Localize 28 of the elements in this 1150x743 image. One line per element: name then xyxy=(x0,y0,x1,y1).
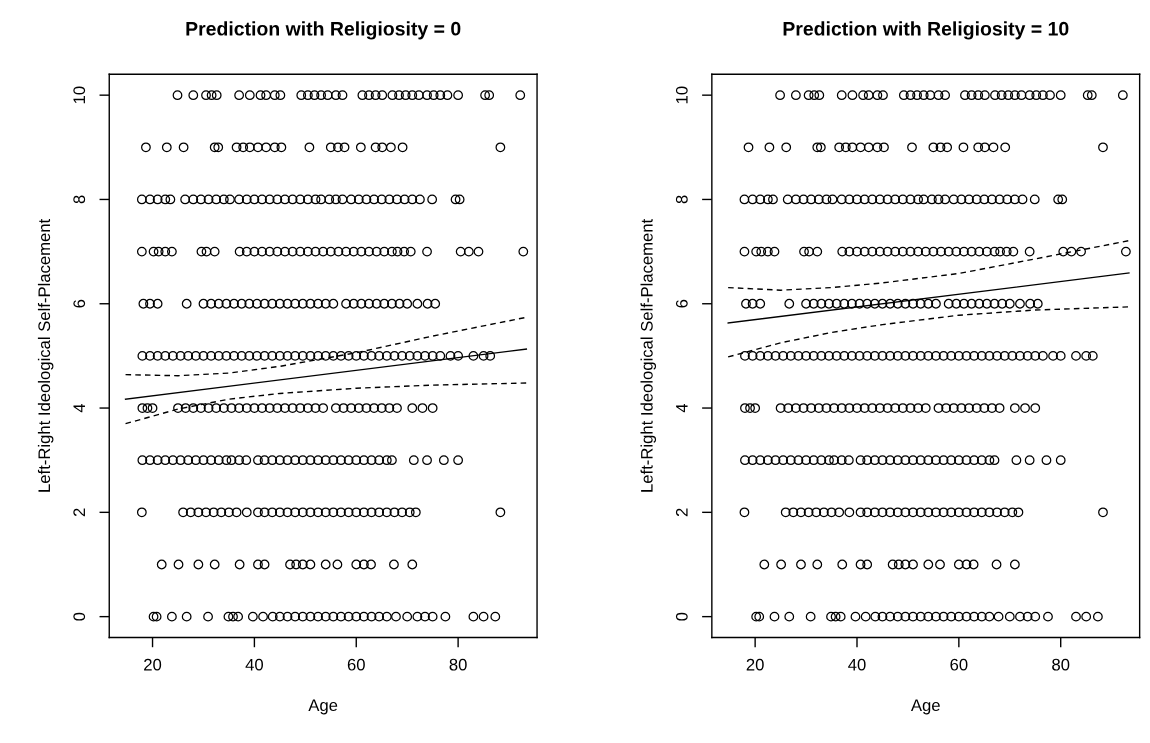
y-tick-label: 8 xyxy=(73,195,86,204)
x-axis-title: Age xyxy=(910,699,940,715)
y-tick-label: 6 xyxy=(675,299,688,308)
y-axis-title: Left-Right Ideological Self-Placement xyxy=(37,218,54,492)
y-axis-title: Left-Right Ideological Self-Placement xyxy=(640,218,657,492)
chart-title: Prediction with Religiosity = 0 xyxy=(186,21,461,40)
y-tick-label: 0 xyxy=(73,612,86,621)
x-axis-title: Age xyxy=(308,699,338,715)
chart-title: Prediction with Religiosity = 10 xyxy=(783,21,1069,40)
x-tick-label: 20 xyxy=(144,658,162,671)
x-tick-label: 60 xyxy=(347,658,365,671)
y-tick-label: 8 xyxy=(675,195,688,204)
x-tick-label: 80 xyxy=(449,658,467,671)
line-series xyxy=(124,382,528,425)
line-series xyxy=(727,239,1130,291)
y-tick-label: 2 xyxy=(73,508,85,517)
y-tick-label: 4 xyxy=(676,403,688,413)
x-tick-label: 40 xyxy=(848,658,866,671)
y-tick-label: 2 xyxy=(675,508,688,517)
x-tick-label: 20 xyxy=(746,658,764,671)
y-tick-label: 10 xyxy=(675,86,688,104)
x-tick-label: 40 xyxy=(245,658,264,671)
y-tick-label: 6 xyxy=(73,299,86,308)
y-tick-label: 0 xyxy=(675,612,688,621)
y-tick-label: 4 xyxy=(73,403,85,413)
y-tick-label: 10 xyxy=(73,86,86,104)
x-tick-label: 80 xyxy=(1052,658,1070,671)
x-tick-label: 60 xyxy=(950,658,968,671)
